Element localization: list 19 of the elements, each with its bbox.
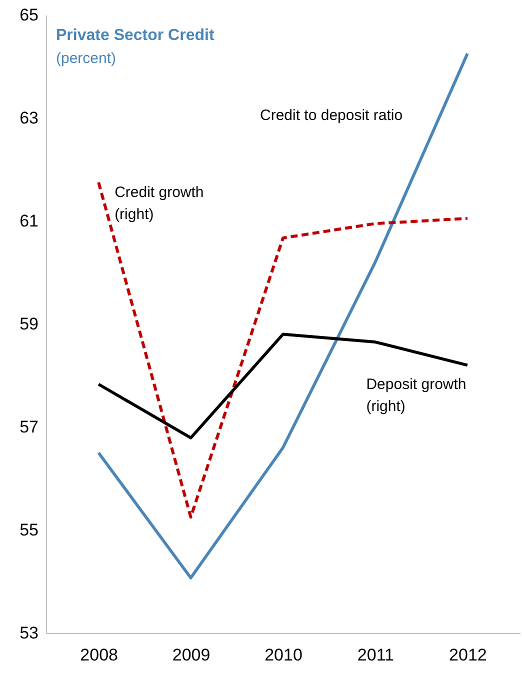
x-tick-label: 2010 [264,646,302,664]
x-tick-label: 2012 [449,646,487,664]
y-tick-label: 55 [20,520,38,540]
y-tick-label: 61 [20,212,38,230]
text: Credit to deposit ratio [260,107,403,124]
y-tick-label: 65 [20,6,38,24]
line-series [97,332,469,440]
x-tick-label: 2008 [80,646,118,664]
text: (percent) [56,50,116,67]
y-tick-label: 59 [20,314,38,334]
x-tick-label: 2011 [357,646,394,664]
y-tick-label: 53 [20,624,38,642]
text: Private Sector Credit [56,27,215,44]
line-series [97,180,469,519]
y-tick-label: 63 [20,108,38,128]
series-label: Credit growth (right) [114,184,204,223]
series-label: Deposit growth (right) [366,376,466,415]
x-tick-label: 2009 [172,646,210,664]
y-tick-label: 57 [20,418,38,436]
